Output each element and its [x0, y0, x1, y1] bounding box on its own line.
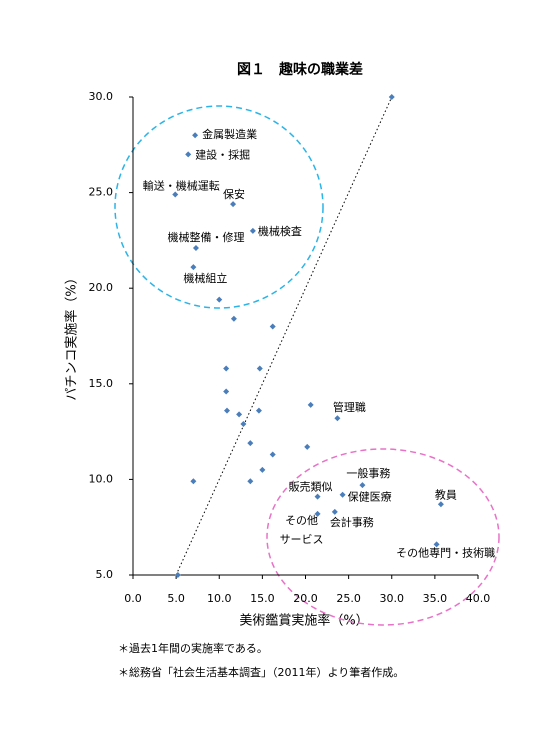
point-label: 一般事務: [346, 466, 390, 480]
point-label: サービス: [280, 533, 324, 546]
x-tick-label: 10.0: [207, 592, 232, 605]
data-point: [256, 365, 263, 372]
data-point: [240, 420, 247, 427]
data-point: [437, 501, 444, 508]
data-point: [223, 365, 230, 372]
data-point: [172, 191, 179, 198]
point-label: 機械組立: [183, 271, 227, 285]
highlight-circle: [114, 105, 324, 309]
point-label: 教員: [435, 488, 457, 501]
data-point: [249, 227, 256, 234]
x-tick-label: 15.0: [250, 592, 275, 605]
data-point: [185, 151, 192, 158]
point-label: 管理職: [333, 400, 366, 414]
data-point: [334, 415, 341, 422]
data-point: [190, 264, 197, 271]
point-label: その他: [285, 514, 318, 527]
x-tick-label: 0.0: [124, 592, 142, 605]
note: ＊総務省「社会生活基本調査」（2011年）より筆者作成。: [118, 665, 404, 679]
data-point: [236, 411, 243, 418]
data-point: [314, 493, 321, 500]
data-point: [259, 466, 266, 473]
data-point: [230, 315, 237, 322]
y-tick-label: 20.0: [89, 281, 114, 294]
reference-line: [175, 96, 393, 576]
data-point: [269, 451, 276, 458]
y-tick-label: 5.0: [96, 568, 114, 581]
data-point: [269, 323, 276, 330]
data-point: [304, 443, 311, 450]
highlight-circle: [266, 448, 500, 626]
data-point: [331, 508, 338, 515]
x-tick-label: 5.0: [167, 592, 185, 605]
x-tick-label: 40.0: [466, 592, 491, 605]
data-point: [247, 478, 254, 485]
data-point: [192, 132, 199, 139]
y-axis-title: パチンコ実施率（%）: [64, 271, 80, 400]
data-point: [216, 296, 223, 303]
point-label: 機械検査: [258, 224, 302, 238]
point-label: 金属製造業: [202, 127, 257, 141]
data-point: [433, 541, 440, 548]
x-tick-label: 35.0: [423, 592, 448, 605]
x-axis-title: 美術鑑賞実施率（%）: [239, 613, 368, 629]
point-label: 会計事務: [330, 515, 374, 529]
data-point: [307, 401, 314, 408]
data-point: [230, 201, 237, 208]
x-tick-label: 25.0: [336, 592, 361, 605]
y-tick-label: 25.0: [89, 186, 114, 199]
point-label: 輸送・機械運転: [143, 179, 220, 193]
data-point: [339, 491, 346, 498]
point-label: 保安: [223, 187, 245, 201]
x-tick-label: 30.0: [380, 592, 405, 605]
point-label: 販売類似: [289, 481, 333, 494]
data-point: [359, 482, 366, 489]
y-tick-label: 15.0: [89, 377, 114, 390]
y-tick-label: 10.0: [89, 472, 114, 485]
point-label: 建設・採掘: [195, 147, 250, 161]
data-point: [224, 407, 231, 414]
data-point: [247, 440, 254, 447]
data-point: [174, 572, 181, 578]
chart-title: 図１ 趣味の職業差: [237, 61, 363, 78]
data-point: [255, 407, 262, 414]
data-point: [314, 510, 321, 517]
point-label: 機械整備・修理: [167, 230, 244, 244]
note: ＊過去1年間の実施率である。: [118, 641, 268, 655]
y-tick-label: 30.0: [89, 90, 114, 103]
point-label: その他専門・技術職: [396, 546, 495, 559]
data-point: [223, 388, 230, 395]
data-point: [190, 478, 197, 485]
data-point: [192, 245, 199, 252]
x-tick-label: 20.0: [293, 592, 318, 605]
point-label: 保健医療: [348, 490, 392, 504]
data-point: [388, 94, 395, 100]
